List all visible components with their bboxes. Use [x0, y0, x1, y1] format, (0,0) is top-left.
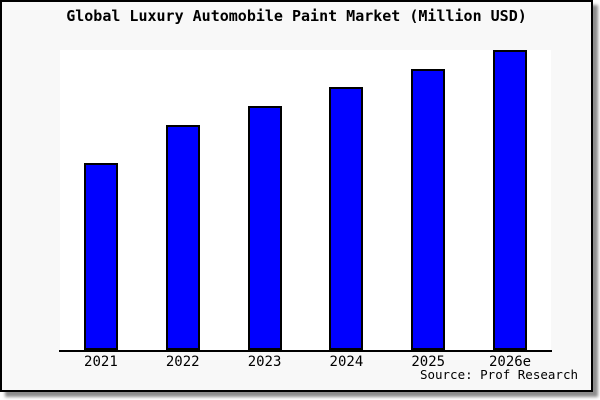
bar-2026e: [493, 50, 528, 350]
x-tick-label-2026e: 2026e: [488, 354, 532, 370]
bar-2021: [83, 162, 118, 350]
source-note: Source: Prof Research: [419, 367, 578, 382]
bar-slot-2025: [387, 50, 469, 350]
bar-2023: [247, 106, 282, 350]
bar-slot-2024: [305, 50, 387, 350]
x-axis-line: [59, 350, 552, 352]
x-tick-label-2023: 2023: [247, 354, 282, 370]
bar-slot-2023: [224, 50, 306, 350]
bar-2025: [411, 68, 446, 350]
bars-row: [60, 50, 551, 350]
x-tick-label-2025: 2025: [411, 354, 446, 370]
plot-area: [60, 50, 551, 350]
bar-2024: [329, 86, 364, 350]
chart-window: Global Luxury Automobile Paint Market (M…: [0, 0, 593, 392]
bar-slot-2022: [142, 50, 224, 350]
x-tick-label-2024: 2024: [329, 354, 364, 370]
x-tick-label-2022: 2022: [165, 354, 200, 370]
x-tick-label-2021: 2021: [84, 354, 118, 370]
bar-2022: [165, 125, 200, 350]
chart-title: Global Luxury Automobile Paint Market (M…: [66, 7, 527, 25]
bar-slot-2021: [60, 50, 142, 350]
x-axis-tick-labels: 2021 2022 2023 2024 2025 2026e: [60, 355, 551, 369]
bar-slot-2026e: [469, 50, 551, 350]
